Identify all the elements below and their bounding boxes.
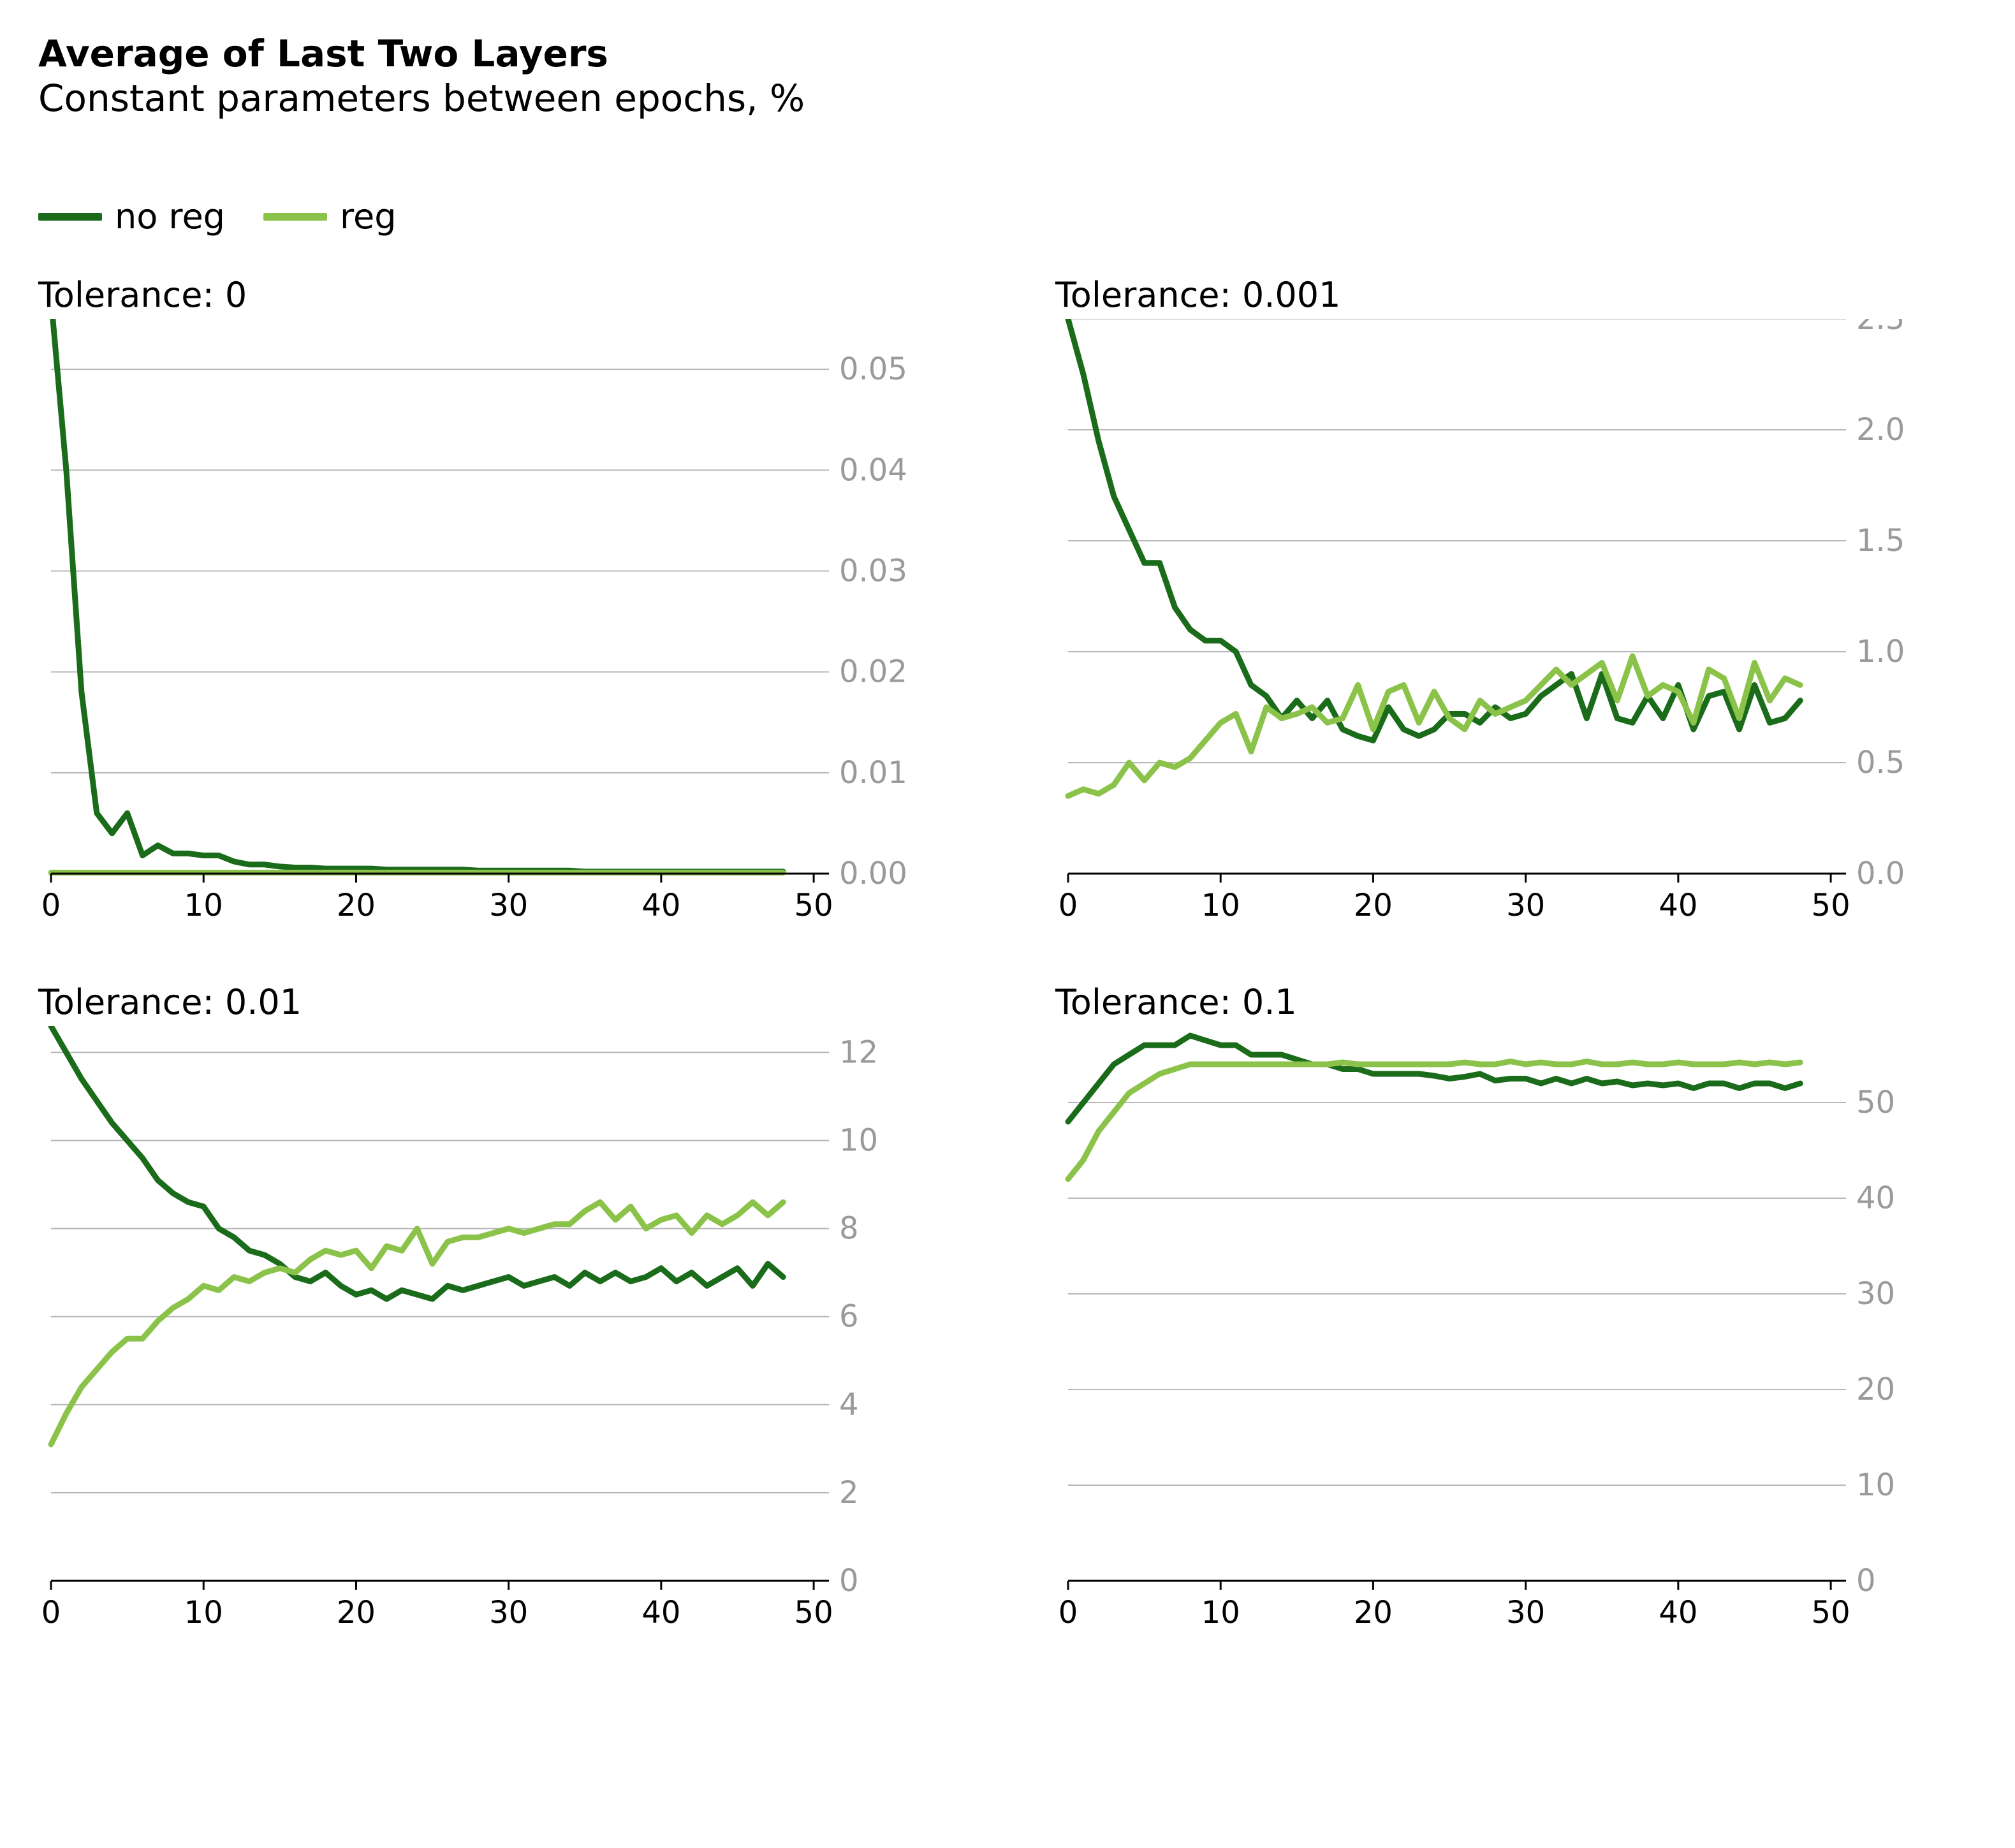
y-tick-label: 40: [1856, 1180, 1895, 1216]
series-line: [51, 1026, 783, 1299]
y-tick-label: 0: [839, 1563, 859, 1599]
series-line: [51, 1202, 783, 1444]
y-tick-label: 4: [839, 1387, 859, 1423]
series-line: [1068, 1062, 1800, 1180]
y-tick-label: 0.5: [1856, 745, 1905, 781]
y-tick-label: 1.5: [1856, 523, 1905, 559]
panel-grid: Tolerance: 00.000.010.020.030.040.050102…: [38, 275, 1977, 1638]
chart-panel: Tolerance: 0 0.00 0.01 0.02 0.03 0.04 0.05 0 10 2…: [38, 275, 960, 931]
x-tick-label: 20: [1354, 1595, 1393, 1631]
x-tick-label: 50: [795, 1595, 833, 1631]
x-tick-label: 30: [1506, 1595, 1545, 1631]
y-tick-label: 2: [839, 1475, 859, 1511]
y-tick-label: 2.5: [1856, 319, 1905, 337]
y-tick-label: 10: [1856, 1467, 1895, 1503]
x-tick-label: 10: [184, 888, 223, 923]
chart-panel: Tolerance: 0.10102030405001020304050: [1055, 982, 1977, 1638]
chart-svg: 0.00 0.01 0.02 0.03 0.04 0.05 0 10 20 30 40 50: [38, 319, 918, 931]
x-tick-label: 50: [795, 888, 833, 923]
y-tick-label: 12: [839, 1034, 878, 1070]
x-tick-label: 20: [1354, 888, 1393, 923]
x-tick-label: 40: [641, 1595, 680, 1631]
x-tick-label: 0: [41, 888, 61, 923]
legend-label: no reg: [115, 196, 225, 237]
chart-panel: Tolerance: 0.001 0.0 0.5 1.0 1.5 2.0 2.5 0 10 20 3…: [1055, 275, 1977, 931]
x-tick-label: 40: [1659, 1595, 1697, 1631]
x-tick-label: 50: [1812, 888, 1850, 923]
chart-svg: 0102030405001020304050: [1055, 1026, 1935, 1638]
y-tick-label: 0.02: [839, 654, 907, 690]
x-tick-label: 0: [1059, 888, 1078, 923]
chart-svg: 0 2 4 6 8 10 12 0 10 20 30 40 50: [38, 1026, 918, 1638]
x-tick-label: 10: [1201, 888, 1240, 923]
legend: no reg reg: [38, 196, 1977, 237]
x-tick-label: 30: [489, 1595, 528, 1631]
y-tick-label: 2.0: [1856, 412, 1905, 448]
panel-title: Tolerance: 0.001: [1055, 275, 1977, 315]
y-tick-label: 0: [1856, 1563, 1876, 1599]
chart-title: Average of Last Two Layers: [38, 32, 1977, 75]
y-tick-label: 50: [1856, 1085, 1895, 1120]
panel-title: Tolerance: 0: [38, 275, 960, 315]
chart-subtitle: Constant parameters between epochs, %: [38, 77, 1977, 120]
y-tick-label: 6: [839, 1299, 859, 1335]
y-tick-label: 0.00: [839, 856, 907, 891]
series-line: [51, 319, 783, 872]
x-tick-label: 0: [1059, 1595, 1078, 1631]
y-tick-label: 1.0: [1856, 634, 1905, 670]
y-tick-label: 0.04: [839, 452, 907, 488]
y-tick-label: 0.0: [1856, 856, 1905, 891]
legend-item: no reg: [38, 196, 225, 237]
x-tick-label: 10: [184, 1595, 223, 1631]
y-tick-label: 0.01: [839, 755, 907, 791]
x-tick-label: 20: [337, 888, 376, 923]
y-tick-label: 8: [839, 1211, 859, 1247]
legend-swatch: [38, 213, 102, 221]
legend-label: reg: [340, 196, 397, 237]
x-tick-label: 40: [641, 888, 680, 923]
legend-swatch: [263, 213, 327, 221]
x-tick-label: 40: [1659, 888, 1697, 923]
panel-title: Tolerance: 0.1: [1055, 982, 1977, 1022]
x-tick-label: 30: [489, 888, 528, 923]
y-tick-label: 0.05: [839, 351, 907, 387]
x-tick-label: 30: [1506, 888, 1545, 923]
x-tick-label: 0: [41, 1595, 61, 1631]
y-tick-label: 10: [839, 1123, 878, 1159]
chart-svg: 0.0 0.5 1.0 1.5 2.0 2.5 0 10 20 30 40 50: [1055, 319, 1935, 931]
series-line: [1068, 1036, 1800, 1122]
x-tick-label: 20: [337, 1595, 376, 1631]
x-tick-label: 50: [1812, 1595, 1850, 1631]
y-tick-label: 20: [1856, 1372, 1895, 1407]
chart-panel: Tolerance: 0.01 0 2 4 6 8 10 12 0 10 20 30 40 50: [38, 982, 960, 1638]
panel-title: Tolerance: 0.01: [38, 982, 960, 1022]
y-tick-label: 0.03: [839, 553, 907, 589]
x-tick-label: 10: [1201, 1595, 1240, 1631]
legend-item: reg: [263, 196, 397, 237]
series-line: [1068, 319, 1800, 740]
y-tick-label: 30: [1856, 1276, 1895, 1312]
